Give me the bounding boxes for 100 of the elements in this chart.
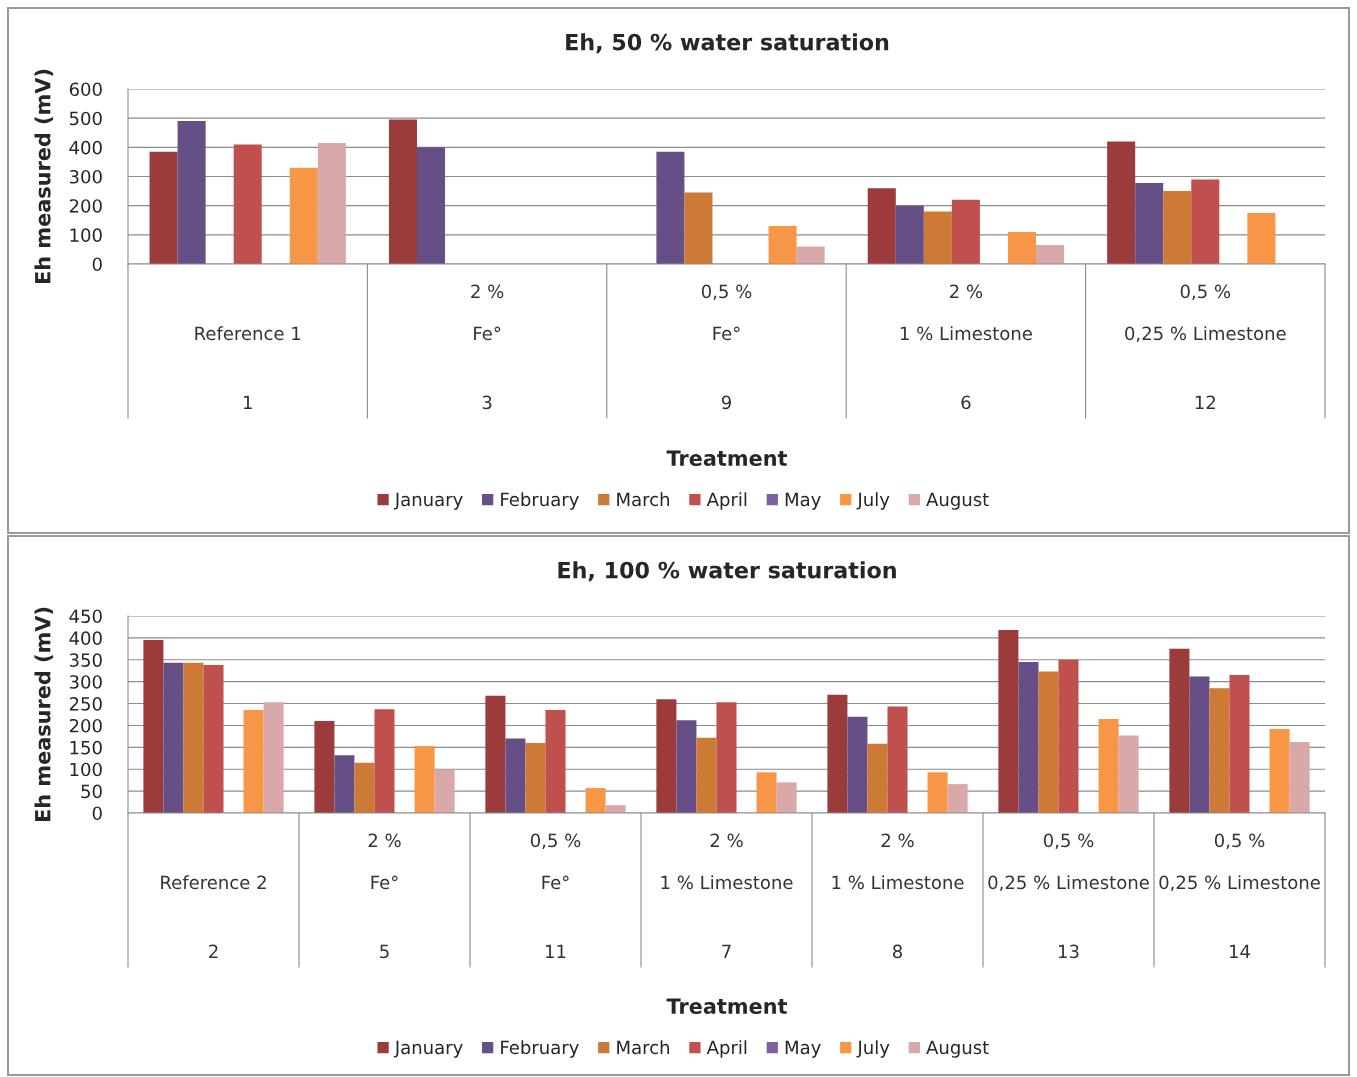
y-tick-label: 250 (69, 697, 102, 711)
bar (374, 709, 395, 813)
bar (1038, 671, 1059, 813)
bar (243, 710, 264, 813)
bar (923, 211, 952, 264)
category-label: 2 % Fe° 5 (368, 833, 401, 959)
legend-label: August (926, 1040, 989, 1058)
bar (1247, 212, 1276, 264)
bar (887, 706, 908, 813)
bar (143, 640, 164, 813)
y-tick-label: 200 (69, 718, 102, 733)
category-label: 2 % 1 % Limestone 6 (900, 284, 1032, 410)
legend-label: May (785, 492, 821, 510)
bar (998, 630, 1019, 813)
category-label: 0,5 % Fe° 11 (530, 833, 581, 958)
y-tick-label: 150 (70, 740, 102, 755)
y-tick-label: 50 (81, 784, 102, 799)
legend-label: February (501, 1040, 579, 1058)
legend-label: March (617, 492, 669, 507)
bar (434, 770, 455, 813)
bar (1098, 718, 1119, 813)
y-tick-label: 0 (92, 257, 102, 272)
bar (354, 762, 375, 813)
legend-label: April (706, 492, 747, 510)
legend-label: July (856, 492, 890, 510)
bar (768, 226, 797, 264)
bar (696, 737, 717, 813)
bar (414, 746, 435, 813)
bar (756, 772, 777, 813)
bar (1058, 659, 1079, 813)
bar (867, 743, 888, 813)
y-axis-title: Eh measured (mV) (34, 607, 54, 822)
bar (1169, 648, 1190, 813)
x-axis-title: Treatment (666, 450, 788, 467)
bar (1289, 742, 1310, 813)
bar (149, 151, 178, 264)
bar (684, 192, 713, 264)
y-tick-label: 500 (69, 111, 102, 126)
bar (656, 699, 677, 813)
y-tick-label: 450 (69, 609, 102, 624)
legend-label: March (617, 1040, 669, 1055)
bar (1191, 179, 1220, 264)
bar (951, 199, 980, 264)
bar (676, 720, 697, 813)
bar (416, 147, 446, 264)
y-tick-label: 400 (69, 140, 102, 155)
bar (1118, 735, 1139, 813)
bar (867, 188, 896, 264)
category-label: 0,5 % 0,25 % Limestone 12 (1125, 284, 1286, 409)
bar (263, 702, 284, 813)
y-tick-label: 200 (69, 199, 102, 213)
bar (1135, 182, 1164, 264)
legend-label: May (785, 1040, 821, 1058)
bar (656, 151, 685, 264)
category-label: 2 % Fe° 3 (471, 284, 504, 410)
category-label: Reference 2 2 (161, 875, 266, 958)
bar (183, 662, 204, 813)
category-label: 2 % 1 % Limestone 7 (661, 833, 793, 958)
legend-label: January (393, 1040, 463, 1058)
y-tick-label: 0 (92, 806, 102, 821)
y-axis-title: Eh measured (mV) (34, 69, 54, 284)
y-tick-label: 100 (70, 762, 102, 777)
y-tick-label: 600 (69, 82, 102, 97)
bar (314, 721, 335, 813)
bar (1007, 231, 1037, 264)
bar (505, 738, 526, 813)
bar (796, 246, 825, 264)
bar (163, 662, 184, 813)
bar (1036, 245, 1065, 264)
bar (485, 695, 506, 813)
legend-label: July (856, 1040, 890, 1058)
y-tick-label: 300 (69, 169, 102, 184)
bar (927, 772, 948, 813)
bar (177, 121, 206, 264)
bar (233, 144, 262, 264)
bar (1107, 141, 1136, 264)
chart-title: Eh, 100 % water saturation (558, 561, 896, 582)
bar (585, 788, 606, 813)
bar (1269, 728, 1290, 813)
category-label: 2 % 1 % Limestone 8 (832, 833, 964, 959)
bar (827, 694, 848, 813)
legend-label: August (926, 492, 989, 510)
bar (525, 742, 546, 813)
legend-label: April (706, 1040, 747, 1058)
bar (776, 782, 797, 813)
bar (388, 119, 417, 264)
bar (545, 710, 566, 813)
bar (203, 665, 224, 813)
bar (847, 716, 868, 813)
bar (1018, 661, 1039, 813)
bar (895, 205, 924, 264)
bar (1229, 675, 1250, 813)
bar (334, 755, 355, 813)
category-label: Reference 1 1 (195, 326, 301, 409)
bar (289, 167, 318, 264)
category-label: 0,5 % 0,25 % Limestone 14 (1159, 833, 1320, 958)
category-label: 0,5 % Fe° 9 (701, 284, 752, 410)
x-axis-title: Treatment (666, 998, 788, 1015)
legend-label: January (393, 492, 463, 510)
legend-label: February (501, 492, 579, 510)
